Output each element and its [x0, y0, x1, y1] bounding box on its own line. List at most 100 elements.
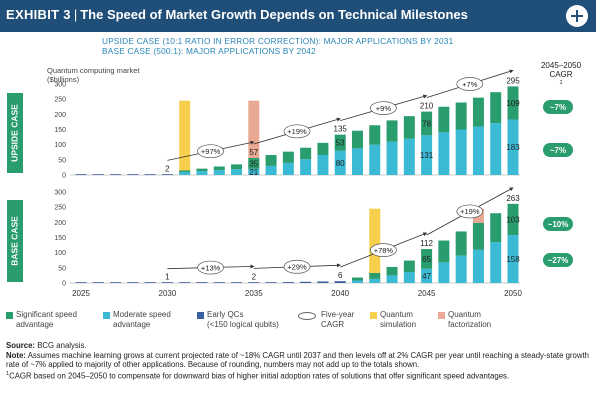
legend-label-factorization-2: factorization [448, 320, 492, 329]
source-line: Source: BCG analysis. [6, 341, 592, 351]
panel-label: BASE CASE [9, 216, 19, 266]
legend-item-significant: Significant speed advantage [6, 310, 77, 330]
bar-value-label: 103 [506, 215, 520, 224]
bar-segment [231, 282, 243, 283]
milestone-bar [179, 100, 191, 175]
y-tick-label: 200 [54, 220, 66, 227]
bar-segment [248, 282, 260, 283]
bar-segment [421, 135, 433, 175]
bar-segment [248, 158, 260, 169]
cagr-arrow-label: +19% [287, 127, 307, 136]
bar-segment [317, 142, 329, 155]
bar-value-label: 263 [506, 194, 520, 203]
bar-segment [369, 144, 381, 175]
bar-segment [265, 165, 277, 175]
bar-value-label: 210 [420, 102, 434, 111]
bar-segment [507, 86, 519, 120]
bar-segment [231, 164, 243, 170]
market-growth-chart: UPSIDE CASE05010015020025030025735211355… [7, 69, 573, 298]
y-tick-label: 50 [58, 157, 66, 164]
cagr-pill-label: ~27% [548, 256, 569, 265]
legend-swatch-early [197, 312, 204, 319]
bar-segment [507, 235, 519, 283]
y-axis-title-line2: ($billions) [47, 75, 80, 84]
exhibit-title-row: EXHIBIT 3 | The Speed of Market Growth Dep… [6, 7, 468, 22]
legend-label-significant-2: advantage [16, 320, 54, 329]
bar-segment [369, 278, 381, 283]
bar-segment [144, 174, 156, 175]
bar-segment [403, 272, 415, 283]
y-tick-label: 100 [54, 250, 66, 257]
bar-segment [282, 282, 294, 283]
source-label: Source: [6, 341, 36, 350]
footnote-line: 1CAGR based on 2045–2050 to compensate f… [6, 370, 592, 381]
bar-segment [455, 255, 467, 283]
bar-segment [455, 102, 467, 130]
y-tick-label: 150 [54, 235, 66, 242]
bar-segment [334, 281, 346, 283]
bar-segment [386, 266, 398, 276]
footnote-mark: 1 [6, 370, 10, 377]
bar-value-label: 1 [165, 273, 170, 282]
bar-segment [75, 282, 87, 283]
bar-segment [386, 141, 398, 175]
legend-item-factorization: Quantum factorization [438, 310, 491, 330]
cagr-pill [543, 100, 573, 114]
note-label: Note: [6, 350, 26, 360]
cagr-arrow-label: +19% [460, 207, 480, 216]
legend-item-early: Early QCs (<150 logical qubits) [197, 310, 279, 330]
bar-segment [490, 92, 502, 124]
y-tick-label: 300 [54, 190, 66, 197]
x-tick-label: 2050 [504, 289, 522, 298]
bar-value-label: 47 [422, 272, 431, 281]
y-tick-label: 100 [54, 142, 66, 149]
y-axis-title: Quantum computing market ($billions) [47, 66, 187, 84]
cagr-oval [370, 101, 397, 115]
exhibit-label: EXHIBIT 3 [6, 7, 71, 22]
legend-swatch-significant [6, 312, 13, 319]
bar-segment [300, 147, 312, 160]
y-tick-label: 0 [62, 281, 66, 288]
cagr-arrow-label: +7% [462, 80, 478, 89]
bar-value-label: 109 [506, 99, 520, 108]
bar-segment [438, 132, 450, 175]
legend-label-early-1: Early QCs [207, 310, 244, 319]
y-axis-title-line1: Quantum computing market [47, 66, 140, 75]
upside-case-description: UPSIDE CASE (10:1 RATIO IN ERROR CORRECT… [102, 36, 454, 46]
bar-segment [92, 174, 104, 175]
legend-label-cagr-1: Five-year [321, 310, 355, 319]
chart-notes: Source: BCG analysis. Note: Assumes mach… [6, 341, 592, 381]
bar-segment [196, 282, 208, 283]
cagr-oval [197, 144, 224, 159]
zoom-in-plus-icon[interactable] [566, 5, 588, 27]
bar-segment [127, 282, 139, 283]
legend-label-early-2: (<150 logical qubits) [207, 320, 279, 329]
bar-segment [213, 170, 225, 175]
bar-segment [472, 126, 484, 175]
bar-segment [300, 281, 312, 283]
bar-value-label: 57 [249, 148, 258, 157]
bar-segment [265, 154, 277, 166]
cagr-pill-label: ~10% [548, 220, 569, 229]
bar-segment [403, 116, 415, 139]
bar-segment [490, 213, 502, 243]
bar-segment [282, 162, 294, 175]
legend-label-factorization-1: Quantum [448, 310, 481, 319]
bar-segment [213, 166, 225, 171]
cagr-oval [370, 243, 397, 257]
bar-segment [472, 249, 484, 283]
bar-value-label: 53 [336, 139, 345, 148]
bar-segment [421, 111, 433, 136]
milestone-bar [248, 100, 260, 175]
y-tick-label: 200 [54, 112, 66, 119]
bar-value-label: 65 [422, 255, 431, 264]
cagr-column-header: 2045–2050 CAGR 1 [532, 61, 590, 90]
x-tick-label: 2035 [245, 289, 263, 298]
bar-value-label: 131 [420, 151, 434, 160]
bar-segment [196, 168, 208, 172]
bar-value-label: 6 [338, 271, 343, 280]
bar-segment [472, 97, 484, 127]
bar-segment [490, 242, 502, 283]
cagr-pill [543, 143, 573, 157]
